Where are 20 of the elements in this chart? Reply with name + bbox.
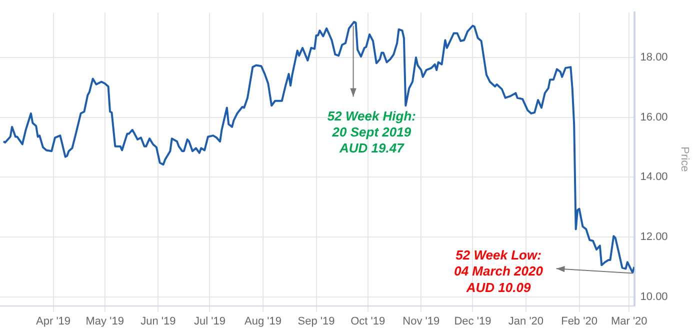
y-tick-label: 18.00 — [640, 52, 668, 64]
annotation: 52 Week High: 20 Sept 2019 AUD 19.47 — [327, 108, 416, 156]
x-tick-label: Jun '19 — [140, 315, 176, 328]
x-tick-label: Sep '19 — [298, 315, 335, 328]
y-tick-label: 14.00 — [640, 171, 668, 184]
x-tick-label: May '19 — [86, 315, 124, 328]
y-tick-label: 12.00 — [640, 231, 668, 244]
x-tick-label: Feb '20 — [561, 315, 598, 328]
x-tick-label: Jan '20 — [508, 315, 544, 328]
x-tick-label: Mar '20 — [610, 315, 648, 328]
y-axis-title: Price — [678, 146, 690, 172]
x-tick-label: Dec '19 — [454, 315, 492, 328]
x-tick-label: Aug '19 — [244, 315, 282, 328]
y-tick-label: 16.00 — [640, 111, 668, 124]
x-tick-label: Apr '19 — [36, 315, 71, 328]
annotation: 52 Week Low: 04 March 2020 AUD 10.09 — [454, 248, 544, 295]
y-tick-label: 10.00 — [640, 290, 668, 303]
x-tick-label: Nov '19 — [402, 315, 440, 328]
x-tick-label: Oct '19 — [350, 315, 386, 328]
x-tick-label: Jul '19 — [194, 315, 226, 328]
